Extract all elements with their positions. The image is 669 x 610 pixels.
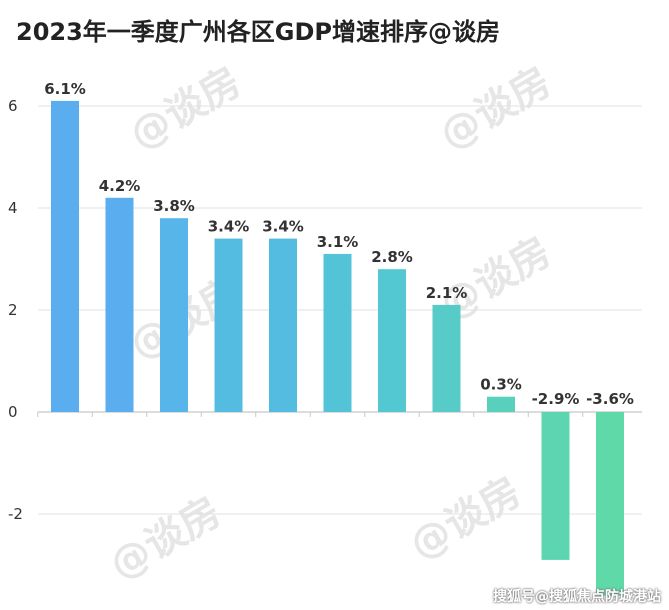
data-label: -3.6% bbox=[586, 390, 634, 408]
data-label: 2.1% bbox=[426, 284, 468, 302]
data-label: 4.2% bbox=[99, 177, 141, 195]
watermark-text: @谈房 bbox=[102, 489, 229, 589]
watermark-text: @谈房 bbox=[432, 59, 559, 159]
bar bbox=[160, 218, 188, 412]
bar bbox=[432, 304, 461, 412]
grid-lines bbox=[37, 105, 642, 515]
data-label: 3.4% bbox=[262, 218, 304, 236]
y-tick-label: -2 bbox=[8, 505, 23, 523]
bar bbox=[269, 238, 297, 412]
chart-title: 2023年一季度广州各区GDP增速排序@谈房 bbox=[16, 18, 501, 46]
y-tick-label: 2 bbox=[8, 301, 18, 319]
bars-layer bbox=[51, 100, 624, 596]
data-label: 3.4% bbox=[208, 218, 250, 236]
y-tick-label: 0 bbox=[8, 403, 18, 421]
data-label: 2.8% bbox=[371, 248, 413, 266]
watermark-text: @谈房 bbox=[402, 469, 529, 569]
data-label: 0.3% bbox=[480, 376, 522, 394]
bar bbox=[541, 412, 570, 560]
bar bbox=[378, 269, 406, 412]
bar bbox=[105, 197, 134, 412]
data-labels-layer: 6.1% 4.2% 3.8% 3.4% 3.4% 3.1% 2.8% 2.1% 0.3% -2.9… bbox=[44, 80, 634, 408]
bar bbox=[487, 396, 515, 412]
source-credit: 搜狐号@搜狐焦点防城港站 bbox=[493, 589, 661, 605]
watermark-text: @谈房 bbox=[122, 59, 249, 159]
data-label: 3.8% bbox=[153, 197, 195, 215]
data-label: 3.1% bbox=[317, 233, 359, 251]
y-tick-label: 6 bbox=[8, 97, 18, 115]
y-tick-label: 4 bbox=[8, 199, 18, 217]
bar bbox=[323, 253, 352, 412]
data-label: 6.1% bbox=[44, 80, 86, 98]
data-label: -2.9% bbox=[532, 390, 580, 408]
y-axis: -2 0 2 4 6 bbox=[8, 97, 23, 523]
bar bbox=[596, 412, 624, 596]
bar bbox=[51, 100, 79, 413]
bar bbox=[214, 238, 243, 412]
